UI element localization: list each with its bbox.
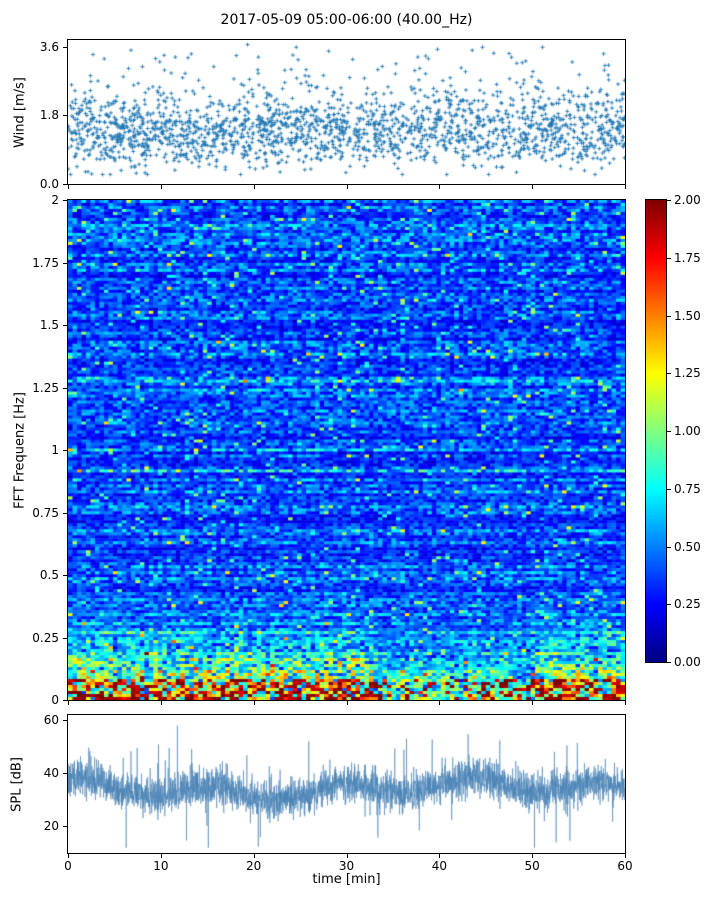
tick-mark: [160, 185, 162, 189]
y-tick-label: 1.75: [32, 255, 59, 270]
tick-mark: [667, 200, 671, 201]
tick-mark: [667, 257, 671, 259]
tick-mark: [68, 854, 69, 858]
y-tick-label: 1.5: [39, 318, 59, 332]
y-tick-label: 60: [43, 713, 59, 728]
colorbar-tick-label: 2.00: [674, 193, 701, 207]
wind-scatter-canvas: [68, 40, 625, 184]
tick-mark: [253, 701, 255, 705]
tick-mark: [63, 773, 67, 775]
tick-mark: [625, 185, 626, 189]
tick-mark: [63, 262, 67, 264]
y-tick-label: 0.0: [39, 177, 59, 191]
tick-mark: [346, 854, 348, 858]
colorbar-tick-label: 1.25: [674, 366, 701, 381]
fft-heatmap-canvas: [68, 200, 625, 700]
y-tick-label: 2: [51, 193, 59, 207]
tick-mark: [68, 185, 69, 189]
spl-line-canvas: [68, 715, 625, 853]
colorbar-tick-label: 0.00: [674, 655, 701, 669]
x-tick-label: 20: [246, 859, 262, 873]
tick-mark: [253, 854, 255, 858]
colorbar-tick-label: 1.00: [674, 424, 701, 438]
spl-subplot: [67, 714, 626, 854]
tick-mark: [160, 854, 162, 858]
x-tick-label: 50: [524, 859, 540, 873]
tick-mark: [439, 701, 441, 705]
tick-mark: [439, 185, 441, 189]
y-tick-label: 0.25: [32, 630, 59, 645]
tick-mark: [667, 488, 671, 490]
tick-mark: [346, 185, 348, 189]
tick-mark: [667, 373, 671, 375]
tick-mark: [63, 115, 67, 117]
colorbar-tick-label: 0.25: [674, 597, 701, 612]
colorbar-tick-label: 1.75: [674, 250, 701, 265]
tick-mark: [63, 575, 67, 576]
tick-mark: [63, 826, 67, 828]
tick-mark: [667, 431, 671, 432]
x-tick-label: 60: [617, 859, 633, 873]
x-tick-label: 30: [338, 859, 355, 873]
colorbar-tick-label: 0.75: [674, 481, 701, 496]
tick-mark: [625, 854, 626, 858]
y-tick-label: 3.6: [39, 39, 59, 54]
tick-mark: [667, 315, 671, 317]
tick-mark: [63, 450, 67, 451]
figure-title: 2017-05-09 05:00-06:00 (40.00_Hz): [220, 12, 473, 28]
tick-mark: [625, 701, 626, 705]
tick-mark: [346, 701, 348, 705]
tick-mark: [160, 701, 162, 705]
x-tick-label: 40: [431, 859, 447, 873]
tick-mark: [63, 637, 67, 639]
x-axis-label: time [min]: [312, 872, 381, 887]
tick-mark: [63, 184, 67, 185]
y-tick-label: 1.8: [39, 108, 59, 123]
tick-mark: [532, 701, 534, 705]
y-tick-label: 20: [43, 819, 59, 834]
tick-mark: [63, 387, 67, 389]
x-tick-label: 10: [153, 859, 169, 873]
tick-mark: [667, 604, 671, 606]
y-tick-label: 40: [43, 766, 59, 781]
tick-mark: [667, 546, 671, 548]
x-tick-label: 0: [64, 859, 72, 873]
tick-mark: [532, 185, 534, 189]
tick-mark: [63, 46, 67, 48]
tick-mark: [63, 512, 67, 514]
tick-mark: [532, 854, 534, 858]
tick-mark: [253, 185, 255, 189]
wind-subplot: [67, 39, 626, 185]
tick-mark: [63, 325, 67, 326]
colorbar-canvas: [646, 200, 666, 662]
fft-subplot: [67, 199, 626, 701]
colorbar-tick-label: 0.50: [674, 539, 701, 554]
tick-mark: [667, 662, 671, 663]
tick-mark: [63, 700, 67, 701]
tick-mark: [63, 720, 67, 722]
colorbar: [645, 199, 667, 663]
y-tick-label: 0.5: [39, 568, 59, 582]
y-tick-label: 1.25: [32, 380, 59, 395]
y-tick-label: 0: [51, 693, 59, 707]
tick-mark: [439, 854, 441, 858]
tick-mark: [63, 200, 67, 201]
tick-mark: [68, 701, 69, 705]
y-tick-label: 1: [51, 443, 59, 457]
colorbar-tick-label: 1.50: [674, 308, 701, 323]
y-tick-label: 0.75: [32, 505, 59, 520]
